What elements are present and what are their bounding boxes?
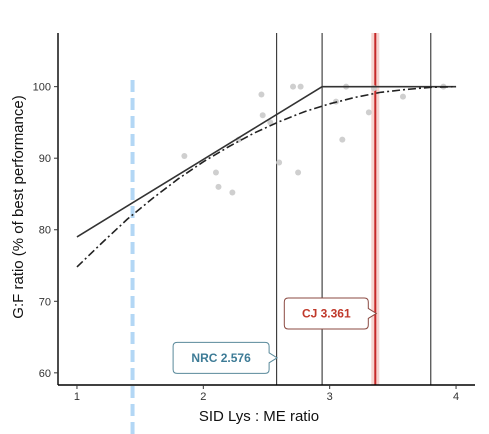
data-point-0	[181, 153, 188, 160]
curvilinear-fit	[76, 85, 457, 268]
x-tick-label-3: 4	[453, 391, 459, 403]
data-point-13	[339, 136, 346, 143]
data-point-2	[215, 183, 222, 190]
callout-box-0	[172, 341, 279, 374]
axes	[57, 33, 475, 386]
x-tick-label-2: 3	[327, 391, 333, 403]
y-axis-title: G:F ratio (% of best performance)	[10, 95, 27, 318]
y-tick-label-3: 90	[39, 153, 51, 165]
x-tick-label-0: 1	[74, 391, 80, 403]
x-axis-title: SID Lys : ME ratio	[199, 408, 319, 425]
data-point-11	[297, 83, 304, 90]
callout-label-1: CJ 3.361	[302, 306, 351, 320]
y-tick-label-1: 70	[39, 296, 51, 308]
data-point-5	[258, 91, 265, 98]
data-point-3	[229, 189, 236, 196]
y-tick-label-4: 100	[33, 82, 51, 94]
y-tick-label-0: 60	[39, 368, 51, 380]
data-point-8	[276, 159, 283, 166]
callout-label-0: NRC 2.576	[191, 351, 251, 365]
data-point-17	[399, 93, 406, 100]
cj-estimate-line	[371, 33, 380, 385]
fitted-curves	[76, 85, 457, 268]
y-tick-label-2: 80	[39, 225, 51, 237]
callout-box-1	[283, 297, 378, 330]
data-point-6	[259, 112, 266, 119]
data-point-1	[212, 169, 219, 176]
tick-labels: 1 2 3 4 60 70 80 90 100	[33, 82, 459, 403]
broken-line-fit	[76, 85, 457, 238]
data-point-7	[267, 119, 274, 126]
data-point-9	[290, 83, 297, 90]
data-point-10	[295, 169, 302, 176]
callouts: NRC 2.576 CJ 3.361	[172, 297, 378, 374]
data-point-15	[365, 109, 372, 116]
scatter-points	[181, 83, 447, 196]
x-tick-label-1: 2	[200, 391, 206, 403]
